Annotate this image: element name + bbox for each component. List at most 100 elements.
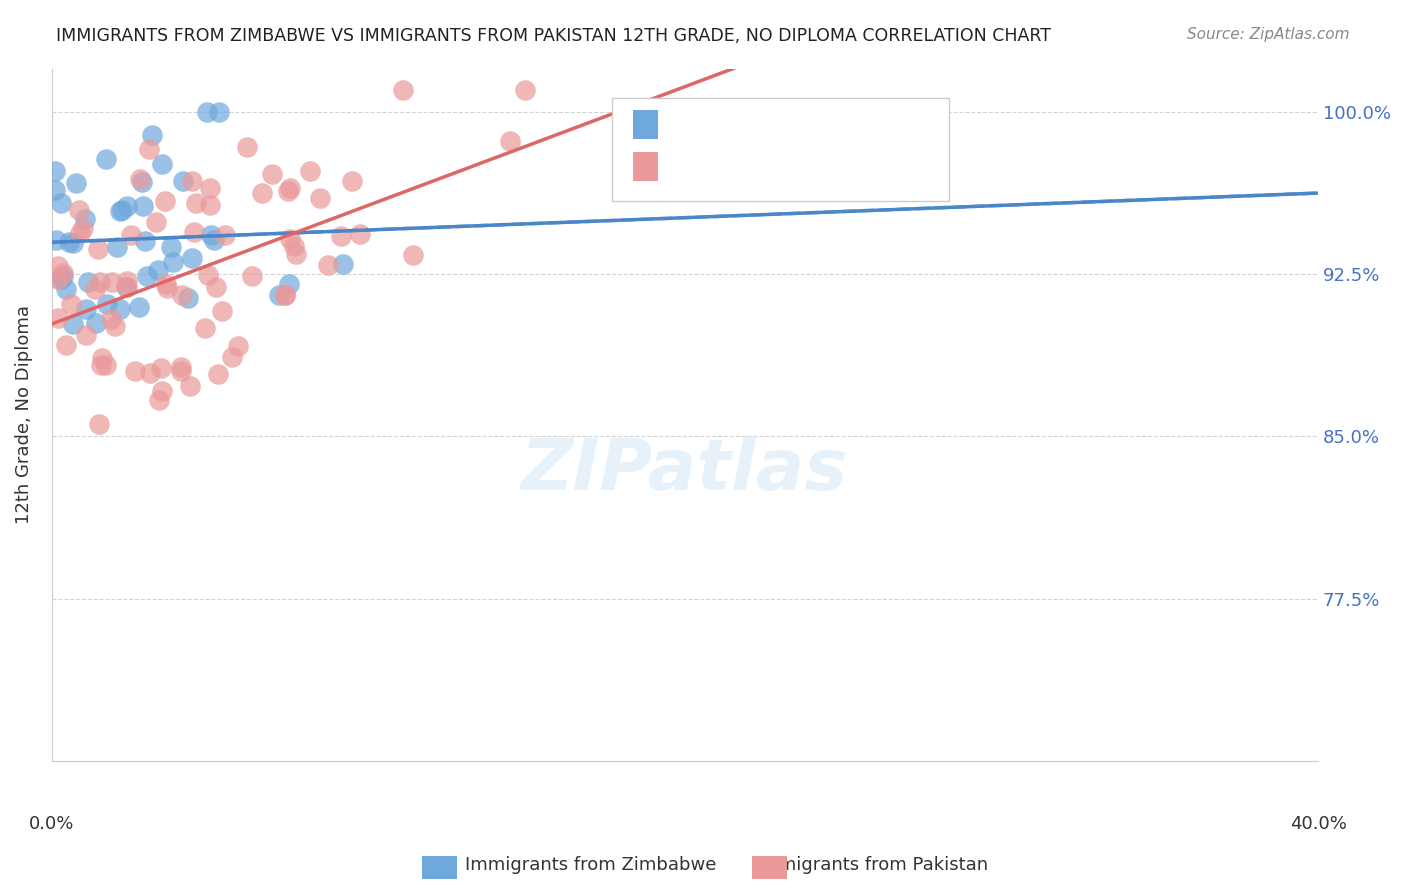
- Point: [226, 339, 249, 353]
- Point: [202, 233, 225, 247]
- Text: 0.211: 0.211: [717, 155, 792, 175]
- Point: [124, 364, 146, 378]
- Point: [115, 274, 138, 288]
- Text: N =: N =: [787, 156, 827, 174]
- Point: [117, 279, 139, 293]
- Point: [138, 143, 160, 157]
- Point: [73, 212, 96, 227]
- Point: [55, 337, 77, 351]
- Point: [170, 360, 193, 375]
- Point: [46, 272, 69, 286]
- Point: [180, 252, 202, 266]
- Point: [172, 288, 194, 302]
- Point: [101, 275, 124, 289]
- Point: [498, 134, 520, 148]
- Text: Immigrants from Zimbabwe: Immigrants from Zimbabwe: [465, 856, 716, 874]
- Point: [52, 266, 75, 280]
- Point: [105, 240, 128, 254]
- Point: [84, 316, 107, 330]
- Point: [148, 392, 170, 407]
- Point: [141, 128, 163, 142]
- Point: [148, 263, 170, 277]
- Text: ZIPatlas: ZIPatlas: [522, 435, 849, 505]
- Point: [84, 282, 107, 296]
- Point: [96, 296, 118, 310]
- Point: [207, 367, 229, 381]
- Point: [211, 303, 233, 318]
- Point: [149, 360, 172, 375]
- Point: [181, 174, 204, 188]
- Point: [280, 180, 302, 194]
- Point: [150, 384, 173, 399]
- Point: [131, 175, 153, 189]
- Point: [132, 199, 155, 213]
- Point: [128, 301, 150, 315]
- Point: [197, 268, 219, 282]
- Point: [96, 358, 118, 372]
- Point: [179, 379, 201, 393]
- Text: IMMIGRANTS FROM ZIMBABWE VS IMMIGRANTS FROM PAKISTAN 12TH GRADE, NO DIPLOMA CORR: IMMIGRANTS FROM ZIMBABWE VS IMMIGRANTS F…: [56, 27, 1052, 45]
- Point: [145, 215, 167, 229]
- Point: [44, 183, 66, 197]
- Point: [89, 276, 111, 290]
- Point: [62, 235, 84, 250]
- Point: [156, 281, 179, 295]
- Point: [75, 302, 97, 317]
- Point: [44, 163, 66, 178]
- Point: [46, 260, 69, 274]
- Point: [342, 174, 364, 188]
- Point: [332, 257, 354, 271]
- Point: [49, 272, 72, 286]
- Point: [278, 232, 301, 246]
- Point: [67, 203, 90, 218]
- Point: [273, 287, 295, 301]
- Point: [108, 301, 131, 316]
- Point: [111, 203, 134, 218]
- Point: [72, 220, 94, 235]
- Text: N =: N =: [787, 114, 827, 132]
- Point: [52, 268, 75, 283]
- Text: R =: R =: [668, 114, 707, 132]
- Point: [198, 181, 221, 195]
- Text: 0.0%: 0.0%: [30, 814, 75, 833]
- Point: [77, 276, 100, 290]
- Point: [402, 247, 425, 261]
- Point: [392, 83, 415, 97]
- Point: [100, 311, 122, 326]
- Point: [90, 358, 112, 372]
- Point: [134, 234, 156, 248]
- Point: [183, 226, 205, 240]
- Point: [46, 311, 69, 326]
- Point: [150, 157, 173, 171]
- Point: [160, 240, 183, 254]
- Text: R =: R =: [668, 156, 707, 174]
- Point: [155, 277, 177, 292]
- Text: Immigrants from Pakistan: Immigrants from Pakistan: [755, 856, 988, 874]
- Point: [49, 196, 72, 211]
- Point: [153, 194, 176, 209]
- Text: -0.063: -0.063: [717, 113, 786, 133]
- Point: [115, 199, 138, 213]
- Point: [115, 280, 138, 294]
- Point: [172, 174, 194, 188]
- Point: [242, 268, 264, 283]
- Point: [184, 196, 207, 211]
- Point: [108, 204, 131, 219]
- Point: [349, 227, 371, 242]
- Point: [138, 366, 160, 380]
- Point: [284, 246, 307, 260]
- Point: [60, 297, 83, 311]
- Point: [250, 186, 273, 200]
- Point: [91, 351, 114, 366]
- Point: [128, 172, 150, 186]
- Point: [120, 227, 142, 242]
- Point: [260, 167, 283, 181]
- Point: [195, 104, 218, 119]
- Point: [194, 320, 217, 334]
- Point: [283, 239, 305, 253]
- Point: [75, 327, 97, 342]
- Point: [45, 233, 67, 247]
- Point: [274, 288, 297, 302]
- Y-axis label: 12th Grade, No Diploma: 12th Grade, No Diploma: [15, 305, 32, 524]
- Point: [104, 319, 127, 334]
